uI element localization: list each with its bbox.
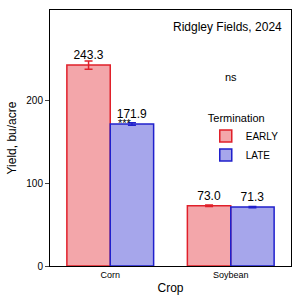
svg-text:100: 100 xyxy=(26,178,43,189)
svg-text:ns: ns xyxy=(225,71,237,83)
svg-text:EARLY: EARLY xyxy=(246,131,278,142)
svg-text:Soybean: Soybean xyxy=(213,270,249,280)
svg-text:LATE: LATE xyxy=(246,150,271,161)
svg-text:0: 0 xyxy=(37,261,43,272)
svg-text:243.3: 243.3 xyxy=(73,48,103,62)
svg-text:Corn: Corn xyxy=(100,270,120,280)
svg-text:73.0: 73.0 xyxy=(197,189,221,203)
svg-text:***: *** xyxy=(118,117,132,129)
svg-text:Yield, bu/acre: Yield, bu/acre xyxy=(5,101,19,174)
svg-text:171.9: 171.9 xyxy=(117,107,147,121)
svg-text:200: 200 xyxy=(26,95,43,106)
svg-text:Termination: Termination xyxy=(208,112,265,124)
svg-text:71.3: 71.3 xyxy=(241,190,265,204)
svg-text:Crop: Crop xyxy=(157,281,183,295)
svg-text:Ridgley Fields, 2024: Ridgley Fields, 2024 xyxy=(173,20,282,34)
